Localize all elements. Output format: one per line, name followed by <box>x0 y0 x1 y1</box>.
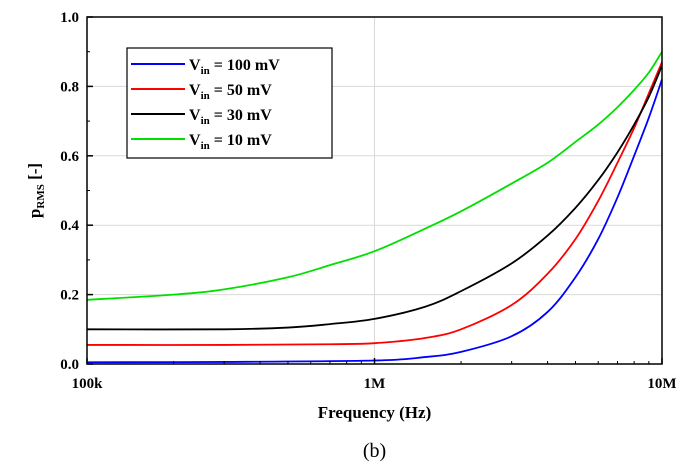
figure-caption: (b) <box>363 440 386 462</box>
y-axis-title-main: p <box>25 209 44 218</box>
legend-label: Vin = 30 mV <box>189 107 272 127</box>
legend-items: Vin = 100 mV Vin = 50 mV Vin = 30 mV Vin = … <box>131 57 280 152</box>
legend: Vin = 100 mV Vin = 50 mV Vin = 30 mV Vin = … <box>126 47 333 159</box>
y-tick-label: 0.6 <box>60 149 79 165</box>
x-tick-label: 1M <box>364 376 386 392</box>
y-tick-label: 0.0 <box>60 357 79 373</box>
y-tick-label: 1.0 <box>60 10 79 26</box>
legend-label: Vin = 50 mV <box>189 82 272 102</box>
x-tick-label: 100k <box>72 376 104 392</box>
x-tick-label: 10M <box>647 376 676 392</box>
y-axis-title: pRMS [-] <box>25 163 47 218</box>
y-tick-label: 0.8 <box>60 79 79 95</box>
legend-label: Vin = 10 mV <box>189 132 272 152</box>
y-tick-label: 0.4 <box>60 218 79 234</box>
series-line <box>86 65 663 331</box>
tick-layer: 0.0 0.2 0.4 0.6 0.8 1.0 100k 1M 10M <box>60 10 676 392</box>
legend-label: Vin = 100 mV <box>189 57 280 77</box>
x-axis-title: Frequency (Hz) <box>318 403 431 422</box>
series-layer <box>86 51 663 364</box>
y-axis-title-subscript: RMS <box>35 184 47 208</box>
series-line <box>86 61 663 346</box>
y-axis-title-suffix: [-] <box>25 163 44 184</box>
series-line <box>86 79 663 364</box>
series-line <box>86 51 663 301</box>
y-tick-label: 0.2 <box>60 288 79 304</box>
